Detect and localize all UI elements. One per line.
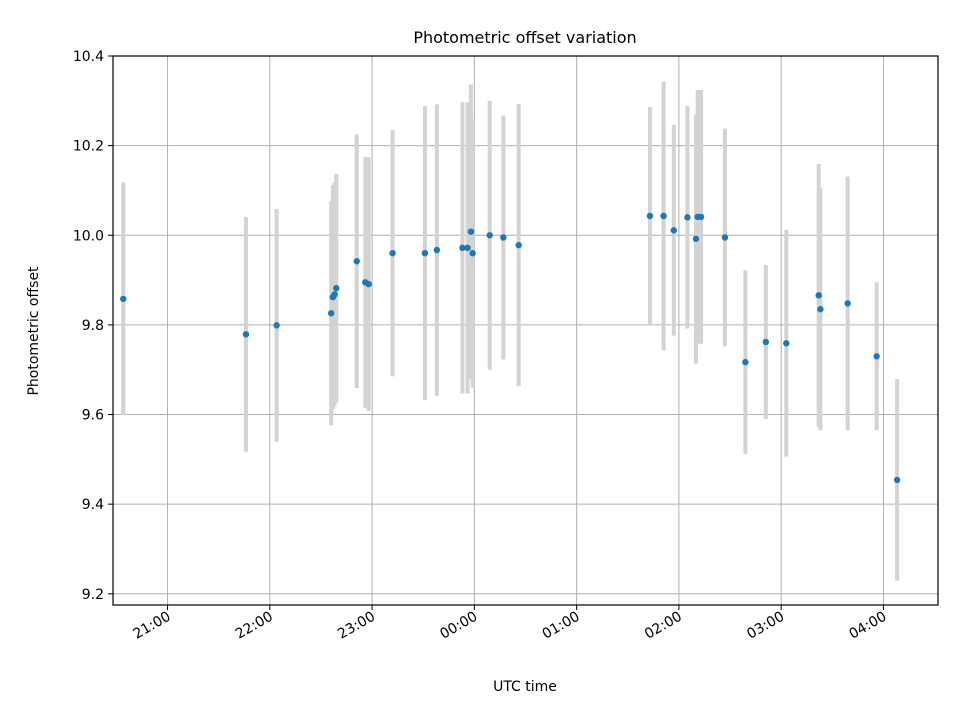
- x-tick-label: 00:00: [437, 609, 480, 643]
- y-tick-label: 9.2: [82, 587, 104, 603]
- data-point: [762, 338, 770, 346]
- data-point: [467, 228, 475, 235]
- data-point: [721, 234, 729, 241]
- data-point: [646, 212, 654, 220]
- y-tick-label: 10.4: [73, 49, 104, 65]
- x-tick-label: 03:00: [744, 609, 787, 643]
- x-tick-label: 21:00: [131, 609, 174, 643]
- data-point: [389, 249, 396, 257]
- data-point: [333, 284, 340, 292]
- data-point: [421, 249, 429, 257]
- data-point: [873, 353, 880, 360]
- data-point: [459, 244, 466, 252]
- data-point: [486, 232, 493, 239]
- data-point: [469, 249, 476, 257]
- y-tick-label: 9.6: [82, 408, 104, 424]
- data-point: [692, 235, 700, 243]
- y-tick-label: 9.8: [82, 318, 104, 334]
- data-point: [742, 358, 749, 366]
- data-point: [817, 306, 824, 313]
- grid-lines: [113, 55, 938, 605]
- x-tick-label: 04:00: [847, 609, 890, 643]
- chart-title: Photometric offset variation: [413, 28, 636, 47]
- data-point: [844, 300, 851, 307]
- x-tick-label: 02:00: [642, 609, 685, 643]
- data-point: [327, 310, 335, 317]
- x-axis-label: UTC time: [493, 679, 557, 695]
- data-point: [120, 295, 127, 303]
- y-tick-label: 10.2: [73, 139, 104, 155]
- data-point: [273, 322, 280, 329]
- data-point: [660, 212, 667, 220]
- data-point: [815, 292, 822, 299]
- data-point: [670, 227, 677, 234]
- data-point: [353, 258, 360, 265]
- data-point: [500, 234, 507, 241]
- data-points: [120, 212, 901, 484]
- plot-frame: [112, 55, 939, 606]
- y-axis-label: Photometric offset: [26, 266, 42, 396]
- data-point: [331, 291, 338, 298]
- data-point: [515, 241, 522, 249]
- data-point: [783, 340, 790, 347]
- x-tick-label: 23:00: [335, 609, 378, 643]
- data-point: [365, 280, 372, 288]
- data-point: [684, 214, 691, 221]
- data-point: [242, 331, 250, 338]
- y-tick-label: 9.4: [82, 497, 104, 513]
- data-point: [464, 244, 471, 252]
- x-tick-label: 22:00: [233, 609, 276, 643]
- data-point: [893, 476, 901, 484]
- data-point: [433, 246, 441, 254]
- x-tick-label: 01:00: [540, 609, 583, 643]
- y-tick-label: 10.0: [73, 228, 104, 244]
- data-point: [697, 213, 705, 221]
